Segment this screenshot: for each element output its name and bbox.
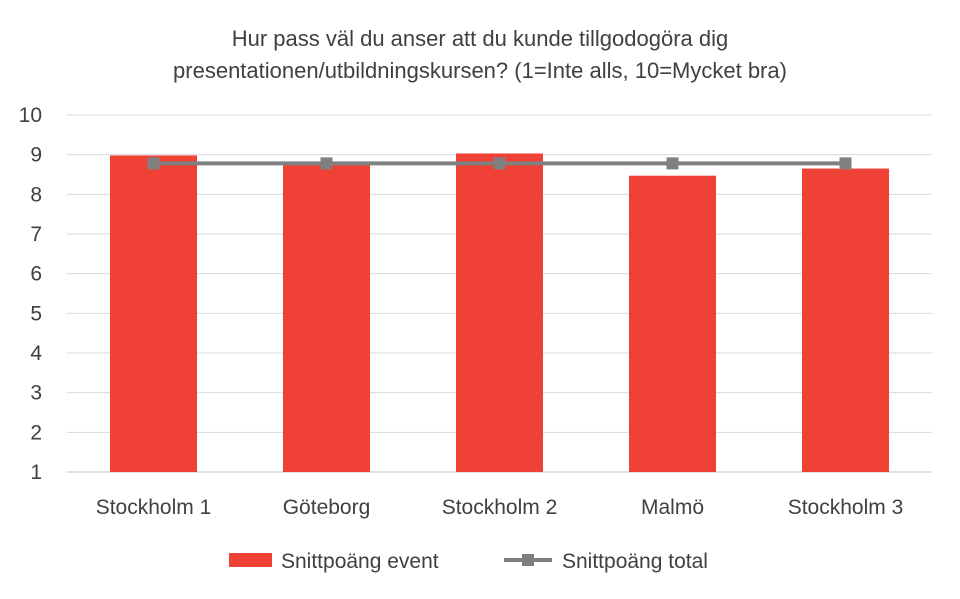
bar — [629, 175, 716, 472]
legend-swatch-total-marker — [522, 554, 534, 566]
line-marker — [493, 157, 506, 170]
y-tick-label: 7 — [30, 223, 42, 246]
legend-label-event: Snittpoäng event — [281, 550, 439, 573]
y-tick-label: 3 — [30, 382, 42, 405]
y-tick-label: 8 — [30, 183, 42, 206]
chart-title-line-2: presentationen/utbildningskursen? (1=Int… — [173, 58, 787, 83]
y-tick-label: 1 — [30, 461, 42, 484]
bar — [283, 164, 370, 473]
y-tick-label: 10 — [19, 104, 42, 127]
x-axis: Stockholm 1 Göteborg Stockholm 2 Malmö Stock… — [96, 496, 904, 519]
y-tick-label: 6 — [30, 263, 42, 286]
y-tick-label: 9 — [30, 144, 42, 167]
chart-title-line-1: Hur pass väl du anser att du kunde tillg… — [232, 26, 729, 51]
bar — [110, 155, 197, 472]
line-series — [147, 157, 852, 170]
legend-swatch-event — [229, 553, 272, 567]
y-tick-label: 4 — [30, 342, 42, 365]
line-marker — [320, 157, 333, 170]
bar-series — [110, 153, 889, 473]
legend: Snittpoäng event Snittpoäng total — [229, 550, 708, 573]
x-tick-label: Stockholm 3 — [788, 496, 904, 519]
bar — [456, 153, 543, 472]
y-tick-label: 2 — [30, 421, 42, 444]
x-tick-label: Stockholm 1 — [96, 496, 212, 519]
chart-title: Hur pass väl du anser att du kunde tillg… — [173, 26, 787, 83]
line-marker — [666, 157, 679, 170]
bar — [802, 168, 889, 473]
x-tick-label: Göteborg — [283, 496, 371, 519]
legend-label-total: Snittpoäng total — [562, 550, 708, 573]
line-marker — [839, 157, 852, 170]
y-tick-label: 5 — [30, 302, 42, 325]
y-axis: 1 2 3 4 5 6 7 8 9 10 — [19, 104, 43, 484]
x-tick-label: Malmö — [641, 496, 704, 519]
x-tick-label: Stockholm 2 — [442, 496, 558, 519]
line-marker — [147, 157, 160, 170]
